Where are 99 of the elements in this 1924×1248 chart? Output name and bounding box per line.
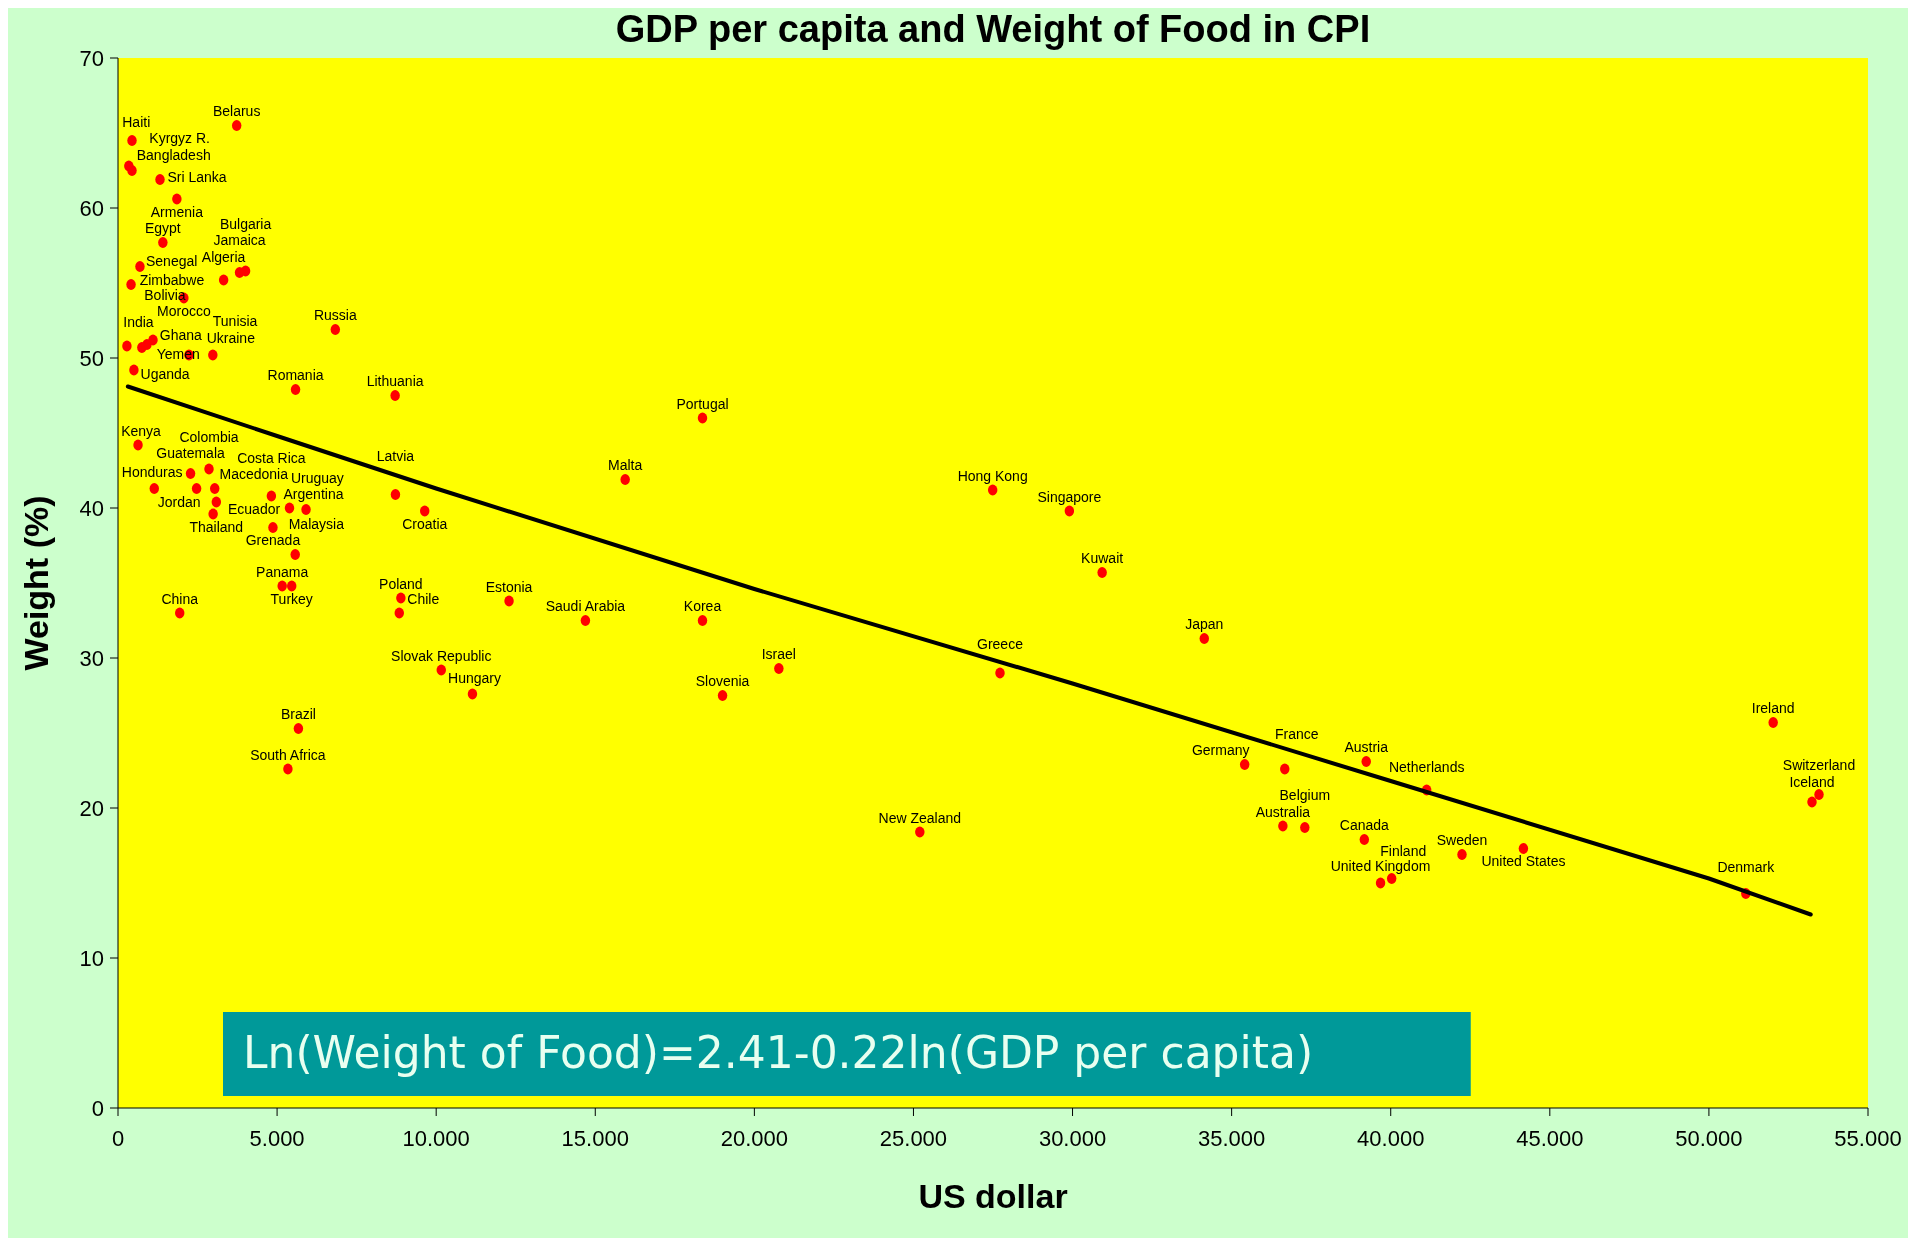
annotation: Tunisia	[212, 312, 258, 329]
y-tick-label: 60	[79, 196, 104, 221]
annotation: Sri Lanka	[167, 169, 227, 186]
annotation: Netherlands	[1388, 758, 1465, 775]
annotation: Honduras	[121, 464, 183, 481]
annotation: Jamaica	[213, 232, 266, 249]
annotation: Colombia	[179, 428, 239, 445]
annotation: United Kingdom	[1330, 857, 1431, 874]
annotation: Brazil	[280, 706, 316, 723]
y-tick-label: 30	[79, 646, 104, 671]
annotation: Japan	[1185, 616, 1224, 633]
annotation: Egypt	[144, 220, 181, 237]
annotation: China	[161, 590, 199, 607]
annotation: Finland	[1380, 842, 1427, 859]
x-tick-label: 20.000	[720, 1126, 789, 1151]
annotation: Zimbabwe	[139, 271, 205, 288]
annotation: Bolivia	[144, 287, 186, 304]
annotation: Australia	[1255, 803, 1311, 820]
y-tick-label: 50	[79, 346, 104, 371]
annotation: Lithuania	[366, 373, 424, 390]
x-axis-title: US dollar	[918, 1177, 1068, 1215]
annotation: Costa Rica	[237, 449, 306, 466]
annotation: Belgium	[1279, 787, 1331, 804]
annotation: Hungary	[448, 669, 502, 686]
annotation: Chile	[407, 590, 440, 607]
y-axis-title: Weight (%)	[17, 495, 55, 671]
annotation: Uganda	[140, 365, 190, 382]
x-tick-label: 25.000	[879, 1126, 948, 1151]
annotation: Kuwait	[1081, 550, 1124, 567]
annotation: South Africa	[250, 746, 326, 763]
annotation: Uruguay	[290, 469, 344, 486]
annotation: Switzerland	[1782, 757, 1856, 774]
annotation: Argentina	[283, 485, 344, 502]
annotation: Bulgaria	[219, 215, 272, 232]
annotation: Latvia	[376, 448, 415, 465]
x-tick-label: 35.000	[1197, 1126, 1266, 1151]
annotation: Greece	[977, 635, 1024, 652]
annotation: Malta	[608, 457, 643, 474]
annotation: Kenya	[121, 422, 162, 439]
annotation: Armenia	[150, 203, 204, 220]
annotation: New Zealand	[878, 809, 962, 826]
chart-title: GDP per capita and Weight of Food in CPI	[615, 8, 1371, 50]
annotation: Denmark	[1717, 859, 1776, 876]
annotation: Singapore	[1037, 488, 1102, 505]
annotation: Canada	[1339, 817, 1390, 834]
annotation: Jordan	[157, 494, 201, 511]
annotation: Israel	[761, 646, 796, 663]
annotation: Croatia	[402, 515, 448, 532]
annotation: Sweden	[1436, 832, 1488, 849]
y-tick-label: 40	[79, 496, 104, 521]
annotation: Slovenia	[695, 673, 750, 690]
annotation: Estonia	[485, 578, 533, 595]
annotation: Senegal	[146, 253, 198, 270]
annotation: Austria	[1344, 739, 1389, 756]
annotation: Ecuador	[228, 501, 281, 518]
annotation: France	[1274, 726, 1319, 743]
annotation: Iceland	[1789, 773, 1835, 790]
x-tick-label: 10.000	[402, 1126, 470, 1151]
annotation: Portugal	[676, 395, 729, 412]
annotation: Belarus	[212, 103, 261, 120]
annotation: Ghana	[159, 327, 203, 344]
annotation: Hong Kong	[957, 467, 1028, 484]
annotation: Ukraine	[206, 329, 256, 346]
annotation: Bangladesh	[136, 146, 211, 163]
formula-box: Ln(Weight of Food)=2.41-0.22ln(GDP per capita)	[223, 1012, 1471, 1096]
annotation: Poland	[379, 575, 423, 592]
annotation: India	[123, 313, 154, 330]
x-tick-label: 50.000	[1675, 1126, 1743, 1151]
annotation: Ireland	[1751, 700, 1795, 717]
x-tick-label: 0	[111, 1126, 125, 1151]
annotation: Slovak Republic	[391, 647, 492, 664]
annotation: Haiti	[122, 114, 151, 131]
x-tick-label: 55.000	[1834, 1126, 1902, 1151]
annotation: Macedonia	[219, 466, 289, 483]
annotation: Thailand	[189, 518, 244, 535]
x-tick-label: 40.000	[1357, 1126, 1425, 1151]
x-tick-label: 45.000	[1516, 1126, 1584, 1151]
annotation: Grenada	[245, 532, 301, 549]
x-tick-label: 30.000	[1038, 1126, 1107, 1151]
x-tick-label: 5.000	[249, 1126, 305, 1151]
y-tick-label: 20	[79, 796, 104, 821]
y-tick-label: 10	[79, 946, 104, 971]
annotation: Algeria	[201, 248, 246, 265]
annotation: Morocco	[157, 302, 211, 319]
annotation: Malaysia	[288, 515, 345, 532]
annotation: United States	[1481, 853, 1566, 870]
annotation: Korea	[683, 598, 722, 615]
annotation: Panama	[256, 563, 309, 580]
annotation: Romania	[267, 367, 324, 384]
y-tick-label: 70	[79, 46, 104, 71]
annotation: Kyrgyz R.	[149, 130, 211, 147]
y-tick-label: 0	[91, 1096, 104, 1121]
annotation: Ln(Weight of Food)=2.41-0.22ln(GDP per capita)	[243, 1027, 1314, 1078]
annotation: Germany	[1191, 742, 1250, 759]
annotation: Saudi Arabia	[545, 598, 626, 615]
x-tick-label: 15.000	[561, 1126, 629, 1151]
annotation: Russia	[313, 307, 357, 324]
annotation: Guatemala	[156, 445, 225, 462]
annotation: Turkey	[270, 590, 313, 607]
